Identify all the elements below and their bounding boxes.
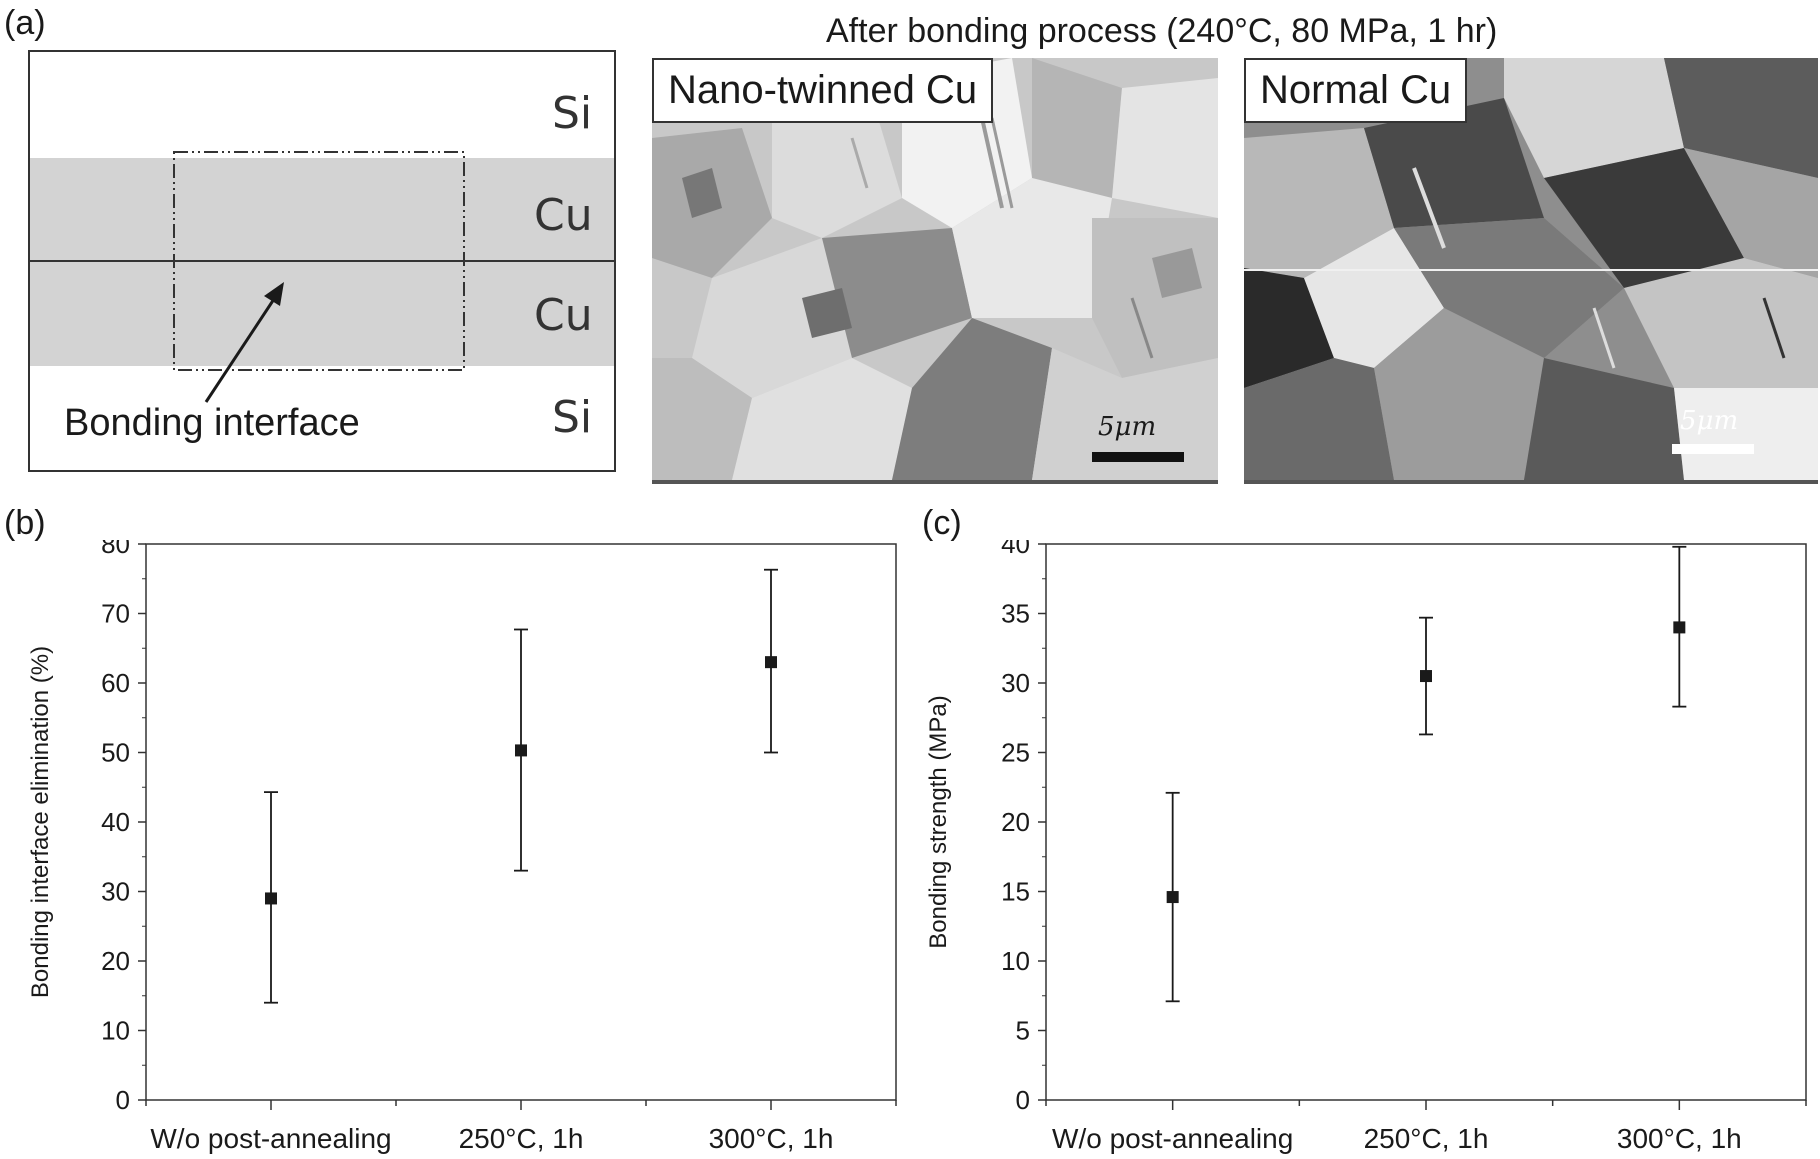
y-tick-label: 10 bbox=[101, 1016, 130, 1046]
x-tick-label: 300°C, 1h bbox=[709, 1123, 834, 1154]
x-tick-label: W/o post-annealing bbox=[150, 1123, 391, 1154]
layer-label-si-bottom: Si bbox=[552, 392, 593, 443]
x-tick-label: 250°C, 1h bbox=[459, 1123, 584, 1154]
chart-interface-elimination: 0 10 20 30 40 50 60 70 80 W/o post-annealing 250°C… bbox=[27, 540, 897, 1154]
layer-stack-diagram: Si Cu Cu Si Bonding interface bbox=[28, 50, 616, 472]
x-tick-label: W/o post-annealing bbox=[1052, 1123, 1293, 1154]
y-tick-label: 10 bbox=[1001, 946, 1030, 976]
cu-layer-lower bbox=[28, 260, 616, 368]
data-point bbox=[765, 656, 777, 669]
y-tick-label: 15 bbox=[1001, 877, 1030, 907]
cu-layer-upper bbox=[28, 158, 616, 264]
bonding-interface-annotation: Bonding interface bbox=[64, 402, 360, 444]
y-tick-label: 0 bbox=[116, 1085, 130, 1115]
micrograph-normal-cu bbox=[1244, 58, 1818, 484]
y-tick-label: 80 bbox=[101, 540, 130, 559]
nano-twinned-label: Nano-twinned Cu bbox=[652, 58, 994, 123]
y-tick-label: 40 bbox=[101, 807, 130, 837]
panel-c-label: (c) bbox=[922, 504, 962, 542]
scale-bar-label-right: 5μm bbox=[1680, 406, 1739, 436]
y-tick-label: 30 bbox=[101, 877, 130, 907]
data-point bbox=[1420, 670, 1432, 683]
y-axis-label: Bonding interface elimination (%) bbox=[27, 646, 54, 998]
si-layer-bottom bbox=[28, 366, 616, 472]
x-tick-label: 250°C, 1h bbox=[1364, 1123, 1489, 1154]
panel-b-label: (b) bbox=[4, 504, 46, 542]
micrograph-header: After bonding process (240°C, 80 MPa, 1 … bbox=[826, 12, 1498, 50]
y-tick-label: 5 bbox=[1016, 1016, 1030, 1046]
scale-bar-label-left: 5μm bbox=[1098, 412, 1157, 442]
chart-bonding-strength: 0 5 10 15 20 25 30 35 40 W/o post-annealing 250°C,… bbox=[925, 540, 1807, 1154]
data-point bbox=[1673, 621, 1686, 634]
y-axis-label: Bonding strength (MPa) bbox=[925, 695, 952, 948]
layer-label-si-top: Si bbox=[552, 88, 593, 139]
scale-bar-right bbox=[1672, 444, 1754, 454]
y-tick-label: 30 bbox=[1001, 668, 1030, 698]
layer-label-cu-upper: Cu bbox=[534, 190, 593, 241]
y-tick-label: 0 bbox=[1016, 1085, 1030, 1115]
y-tick-label: 35 bbox=[1001, 599, 1030, 629]
y-tick-label: 60 bbox=[101, 668, 130, 698]
si-layer-top bbox=[28, 50, 616, 162]
data-point bbox=[515, 744, 527, 757]
y-tick-label: 70 bbox=[101, 599, 130, 629]
x-tick-label: 300°C, 1h bbox=[1617, 1123, 1742, 1154]
y-tick-label: 50 bbox=[101, 738, 130, 768]
interface-overlay bbox=[173, 151, 465, 403]
data-point bbox=[1166, 891, 1179, 904]
interface-region-box bbox=[173, 151, 465, 371]
layer-label-cu-lower: Cu bbox=[534, 290, 593, 341]
data-point bbox=[265, 892, 277, 905]
panel-a-label: (a) bbox=[4, 4, 46, 42]
y-tick-label: 25 bbox=[1001, 738, 1030, 768]
y-tick-label: 20 bbox=[1001, 807, 1030, 837]
normal-cu-label: Normal Cu bbox=[1244, 58, 1468, 123]
annotation-arrow-line bbox=[204, 295, 278, 403]
y-tick-label: 20 bbox=[101, 946, 130, 976]
scale-bar-left bbox=[1092, 452, 1184, 462]
y-tick-label: 40 bbox=[1001, 540, 1030, 559]
normal-cu-grain-texture bbox=[1244, 58, 1818, 480]
annotation-arrow-head bbox=[264, 282, 284, 306]
